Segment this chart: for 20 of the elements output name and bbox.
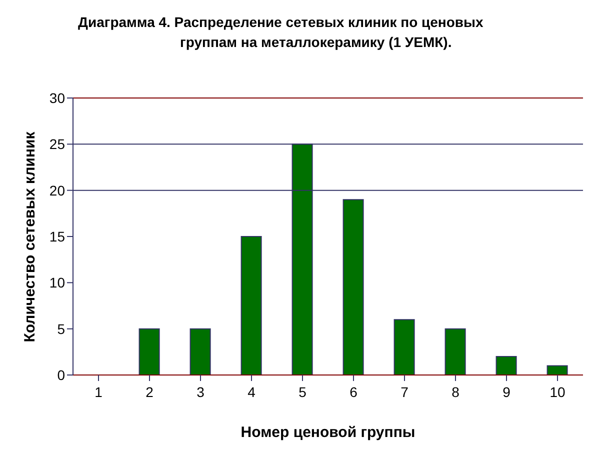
- x-tick-label: 3: [196, 384, 205, 400]
- y-tick-label: 5: [57, 320, 66, 337]
- x-tick-label: 10: [550, 384, 566, 400]
- x-axis-title: Номер ценовой группы: [240, 424, 416, 441]
- y-axis-title: Количество сетевых клиник: [22, 132, 38, 342]
- y-tick-label: 10: [49, 274, 66, 291]
- x-tick-label: 6: [350, 384, 358, 400]
- x-tick-label: 9: [502, 384, 511, 400]
- chart-title: Диаграмма 4. Распределение сетевых клиник по ценовых группам на металлокерамику (1 УЕМК).: [78, 14, 484, 50]
- y-tick-label: 25: [49, 136, 66, 152]
- y-tick-label: 20: [49, 182, 66, 198]
- y-tick-label: 30: [49, 90, 66, 106]
- x-tick-label: 7: [400, 384, 409, 400]
- y-tick-label: 0: [57, 366, 66, 383]
- x-tick-label: 1: [94, 384, 103, 400]
- y-tick-label: 15: [49, 228, 66, 244]
- x-tick-label: 5: [298, 384, 307, 400]
- x-tick-label: 8: [452, 384, 460, 400]
- x-tick-label: 2: [146, 384, 154, 400]
- x-tick-label: 4: [248, 384, 256, 400]
